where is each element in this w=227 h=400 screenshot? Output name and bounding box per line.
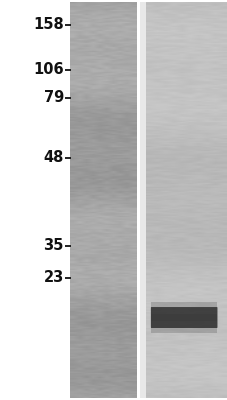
Text: 23: 23 — [43, 270, 64, 286]
Text: 79: 79 — [43, 90, 64, 106]
Text: 106: 106 — [33, 62, 64, 78]
Text: 158: 158 — [33, 17, 64, 32]
Text: 48: 48 — [43, 150, 64, 166]
Text: 35: 35 — [43, 238, 64, 254]
